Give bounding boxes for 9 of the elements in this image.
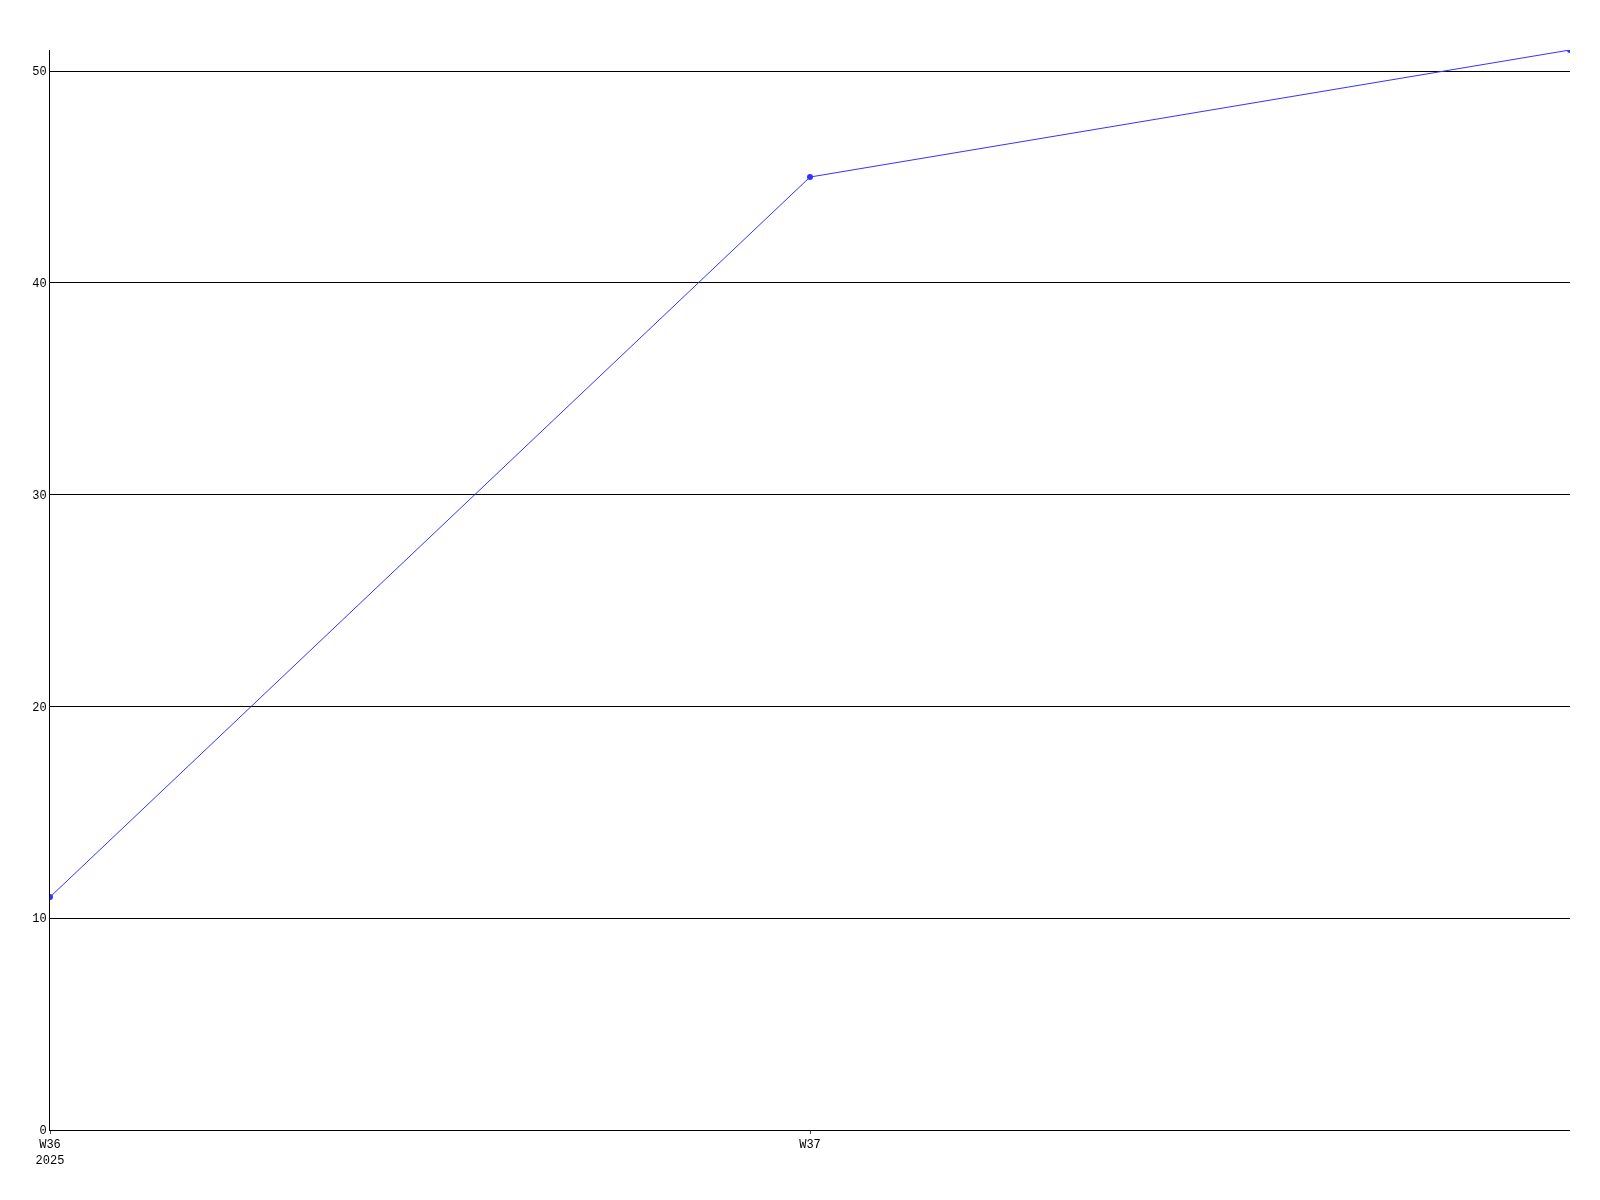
y-tick-label: 40 bbox=[32, 277, 47, 292]
y-tick-label: 10 bbox=[32, 912, 47, 927]
y-tick-label: 0 bbox=[39, 1124, 47, 1139]
point bbox=[1567, 50, 1570, 53]
x-tick-label: W36 2025 bbox=[35, 1138, 65, 1168]
y-tick-label: 30 bbox=[32, 488, 47, 503]
y-tick-label: 20 bbox=[32, 700, 47, 715]
y-tick-label: 50 bbox=[32, 65, 47, 80]
x-tick-label: W37 bbox=[799, 1138, 821, 1153]
